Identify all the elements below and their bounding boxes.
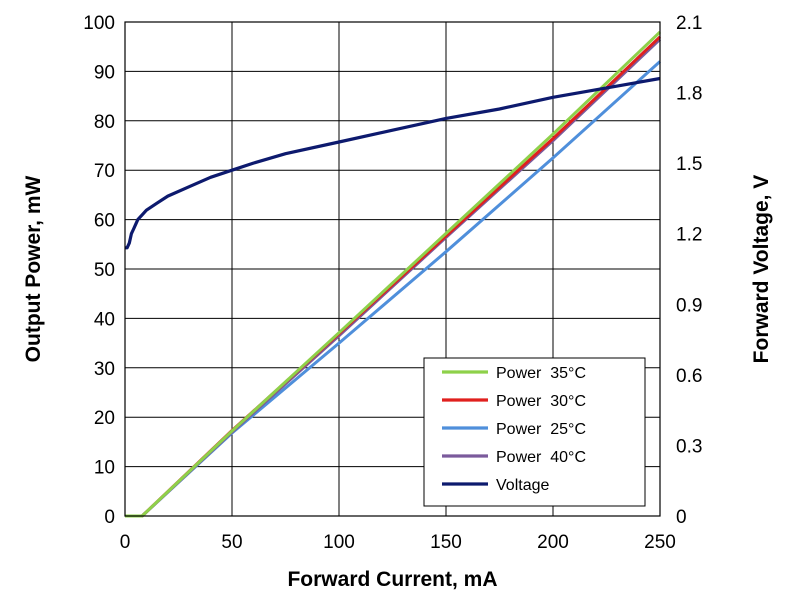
- y-tick-label: 60: [94, 211, 115, 232]
- y2-tick-label: 1.2: [676, 225, 702, 246]
- x-tick-label: 150: [430, 532, 462, 553]
- y-tick-label: 90: [94, 62, 115, 83]
- legend-entry: Power 35°C: [496, 365, 586, 382]
- legend-entry: Power 40°C: [496, 449, 586, 466]
- y-axis-title: Output Power, mW: [22, 175, 45, 362]
- y2-tick-label: 0.9: [676, 295, 702, 316]
- plot-frame: [124, 21, 661, 517]
- y-tick-label: 100: [83, 13, 115, 34]
- legend-box: [423, 357, 646, 507]
- y2-tick-label: 0.6: [676, 366, 702, 387]
- series-line: [125, 76, 661, 250]
- y-tick-label: 0: [104, 507, 115, 528]
- y-tick-label: 50: [94, 260, 115, 281]
- y2-tick-label: 1.5: [676, 154, 702, 175]
- y-tick-label: 40: [94, 309, 115, 330]
- legend-entry: Voltage: [496, 477, 549, 494]
- x-tick-label: 100: [323, 532, 355, 553]
- y2-tick-label: 1.8: [676, 84, 702, 105]
- x-tick-label: 250: [644, 532, 676, 553]
- x-tick-label: 50: [221, 532, 242, 553]
- legend-entry: Power 30°C: [496, 393, 586, 410]
- y2-tick-label: 2.1: [676, 13, 702, 34]
- tick-labels: 0 50 100 150 200 250010203040506070809010000.…: [83, 13, 702, 553]
- legend: Power 35°C Power 30°C Power 25°C Power 40°C…: [423, 357, 646, 507]
- legend-entry: Power 25°C: [496, 421, 586, 438]
- y2-tick-label: 0: [676, 507, 687, 528]
- x-tick-label: 0: [120, 532, 131, 553]
- y2-tick-label: 0.3: [676, 436, 702, 457]
- x-axis-title: Forward Current, mA: [287, 568, 497, 591]
- y-tick-label: 20: [94, 408, 115, 429]
- y-tick-label: 30: [94, 359, 115, 380]
- y-tick-label: 70: [94, 161, 115, 182]
- x-tick-label: 200: [537, 532, 569, 553]
- y2-axis-title: Forward Voltage, V: [750, 175, 773, 364]
- y-tick-label: 10: [94, 458, 115, 479]
- y-tick-label: 80: [94, 112, 115, 133]
